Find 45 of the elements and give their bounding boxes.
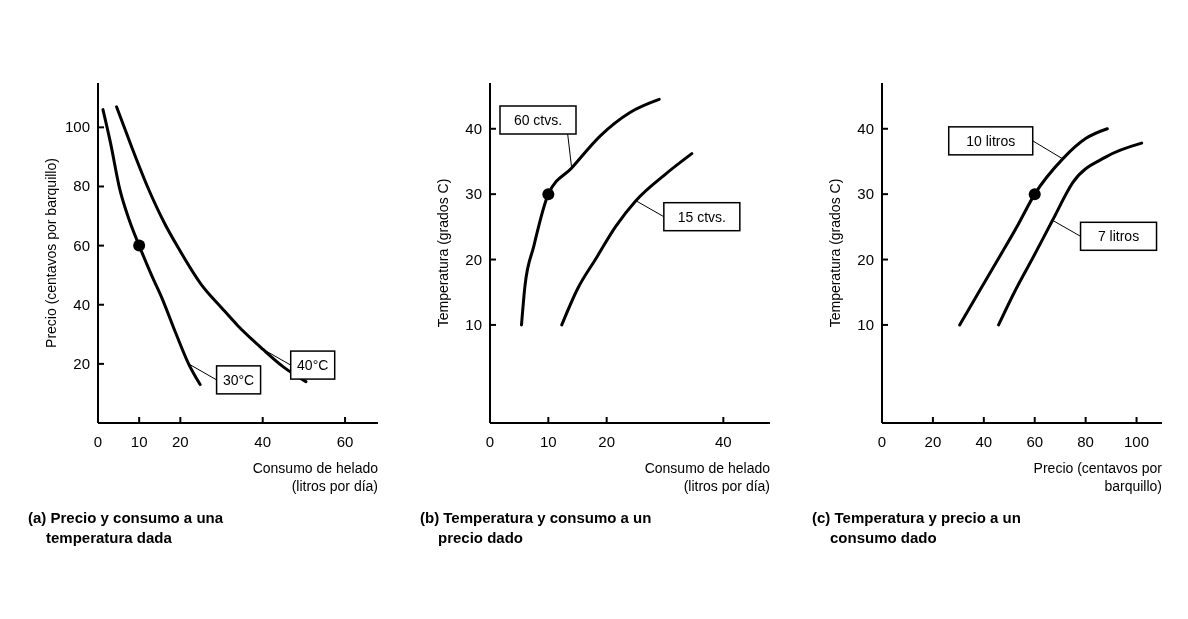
x-axis-title: Consumo de helado (litros por día)	[644, 460, 771, 494]
text: (b) Temperatura y consumo a un precio dado	[420, 509, 652, 546]
x-axis-title: Precio (centavos por barquillo)	[1033, 460, 1163, 494]
y-tick-label: 60	[73, 236, 90, 254]
y-tick-label: 30	[465, 185, 482, 203]
x-tick-label: 20	[924, 433, 942, 450]
y-tick-label: 40	[73, 295, 90, 313]
y-tick-label: 20	[73, 354, 90, 372]
x-axis-title: Consumo de helado (litros por día)	[252, 460, 379, 494]
x-tick-label: 10	[130, 433, 148, 450]
x-tick-label: 20	[598, 433, 616, 450]
x-tick-label: 20	[172, 433, 189, 450]
text: (c) Temperatura y precio a un consumo dado	[812, 509, 1021, 546]
text: (a) Precio y consumo a una temperatura dada	[28, 509, 224, 546]
annotation: 7 litros	[1097, 228, 1140, 245]
x-tick-label: 80	[1077, 433, 1094, 450]
line-series	[560, 152, 694, 327]
y-axis-title: Temperatura (grados C)	[435, 178, 451, 328]
x-tick-label: 40	[254, 433, 272, 450]
y-tick-label: 40	[857, 119, 874, 137]
annotation: 10 litros	[966, 132, 1016, 149]
line-series	[958, 127, 1109, 327]
x-tick-label: 0	[93, 433, 103, 450]
y-tick-label: 20	[465, 250, 482, 268]
y-tick-label: 100	[64, 118, 90, 136]
y-tick-label: 10	[465, 315, 482, 333]
y-tick-label: 10	[857, 315, 874, 333]
x-tick-label: 0	[485, 433, 495, 450]
x-tick-label: 10	[539, 433, 557, 450]
x-tick-label: 60	[1026, 433, 1044, 450]
y-tick-label: 80	[73, 177, 90, 195]
annotation: 30°C	[222, 371, 255, 388]
annotation: 60 ctvs.	[513, 112, 563, 128]
x-tick-label: 40	[714, 433, 732, 450]
y-tick-label: 20	[857, 250, 874, 268]
annotation: 15 ctvs.	[677, 208, 726, 225]
y-axis-title: Temperatura (grados C)	[827, 178, 843, 328]
y-axis-title: Precio (centavos por barquillo)	[43, 158, 59, 348]
y-tick-label: 40	[465, 119, 482, 137]
x-tick-label: 40	[975, 433, 993, 450]
x-tick-label: 0	[877, 433, 887, 450]
x-tick-label: 60	[336, 433, 354, 450]
annotation: 40°C	[297, 357, 329, 374]
y-tick-label: 30	[857, 185, 874, 203]
x-tick-label: 100	[1124, 433, 1150, 450]
